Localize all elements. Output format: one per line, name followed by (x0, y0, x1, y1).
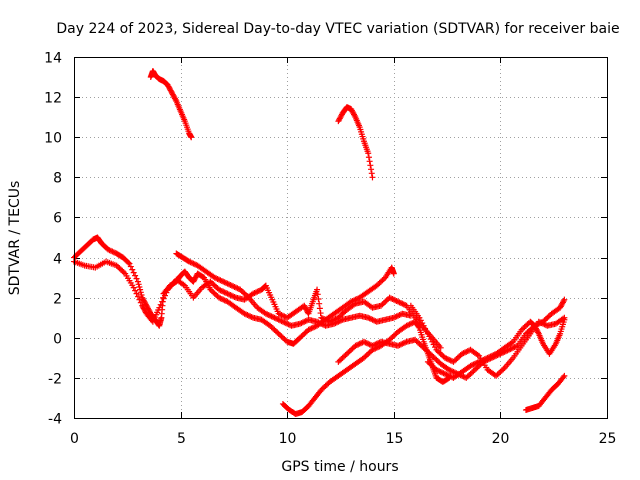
x-tick-label: 25 (599, 431, 617, 447)
data-point (561, 372, 568, 379)
data-point (316, 300, 323, 307)
series-arc-end-h (522, 372, 568, 413)
plot-frame (74, 57, 608, 419)
grid (74, 57, 607, 418)
data-point (560, 374, 567, 381)
series-arc-low-e (335, 296, 568, 381)
data-point (160, 295, 167, 302)
tick-labels: 0 5 10 15 20 25 -4 -2 0 2 4 6 8 10 12 14 (44, 51, 616, 448)
series-arc-high-2 (335, 104, 376, 181)
data-point (132, 272, 139, 279)
data-point (135, 281, 142, 288)
data-point (133, 275, 140, 282)
y-tick-label: 4 (53, 252, 62, 268)
x-tick-label: 5 (177, 431, 186, 447)
data-point (315, 296, 322, 303)
data-point (126, 260, 133, 267)
data-point (365, 150, 372, 157)
series-arc-low-g (424, 316, 568, 381)
data-point (133, 290, 140, 297)
data-point (366, 158, 373, 165)
data-marks (71, 68, 568, 417)
data-point (125, 259, 132, 266)
series-arc-main-a (71, 234, 397, 347)
data-point (157, 301, 164, 308)
data-point (561, 316, 568, 323)
data-point (130, 269, 137, 276)
data-point (316, 305, 323, 312)
y-tick-label: 8 (53, 171, 62, 187)
data-point (136, 283, 143, 290)
y-tick-label: -2 (48, 372, 62, 388)
data-point (368, 166, 375, 173)
x-axis-label: GPS time / hours (281, 459, 398, 475)
y-tick-label: 0 (53, 332, 62, 348)
data-point (130, 284, 137, 291)
data-point (367, 162, 374, 169)
data-point (314, 291, 321, 298)
data-point (314, 286, 321, 293)
data-point (415, 323, 422, 330)
data-point (129, 266, 136, 273)
data-point (369, 174, 376, 181)
data-point (159, 298, 166, 305)
data-point (137, 289, 144, 296)
y-axis-label: SDTVAR / TECUs (7, 181, 23, 296)
x-tick-label: 15 (386, 431, 404, 447)
data-point (407, 312, 414, 319)
data-point (535, 329, 542, 336)
data-point (317, 310, 324, 317)
x-tick-label: 0 (70, 431, 79, 447)
data-point (138, 291, 145, 298)
series-arc-mid-c (173, 250, 414, 329)
data-point (437, 344, 444, 351)
x-tick-label: 20 (492, 431, 510, 447)
data-point (136, 296, 143, 303)
series-arc-low-f (407, 302, 568, 379)
data-point (172, 96, 179, 103)
data-point (134, 278, 141, 285)
x-tick-label: 10 (279, 431, 297, 447)
data-point (163, 289, 170, 296)
data-point (161, 292, 168, 299)
y-tick-label: 2 (53, 292, 62, 308)
data-point (365, 154, 372, 161)
chart-title: Day 224 of 2023, Sidereal Day-to-day VTE… (56, 21, 619, 37)
data-point (351, 112, 358, 119)
series-arc-high-1 (147, 68, 195, 141)
axis-ticks (74, 57, 608, 419)
y-tick-label: -4 (48, 412, 62, 428)
y-tick-label: 14 (44, 51, 62, 67)
y-tick-label: 10 (44, 131, 62, 147)
data-point (137, 299, 144, 306)
data-point (390, 270, 397, 277)
data-point (561, 296, 568, 303)
y-tick-label: 12 (44, 91, 62, 107)
data-point (127, 263, 134, 270)
y-tick-label: 6 (53, 211, 62, 227)
data-point (188, 134, 195, 141)
data-point (156, 304, 163, 311)
series-arc-low-d (279, 318, 453, 417)
data-point (560, 298, 567, 305)
data-point (368, 170, 375, 177)
data-point (134, 293, 141, 300)
data-point (132, 287, 139, 294)
data-point (137, 286, 144, 293)
